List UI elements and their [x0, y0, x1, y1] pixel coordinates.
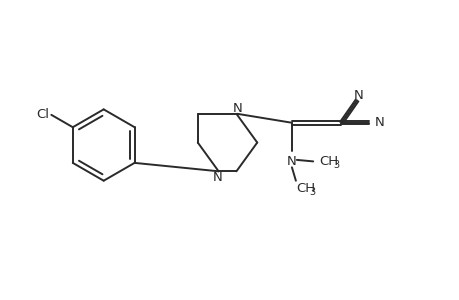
Text: N: N: [232, 102, 242, 115]
Text: 3: 3: [309, 187, 315, 196]
Text: CH: CH: [295, 182, 314, 195]
Text: N: N: [212, 171, 222, 184]
Text: Cl: Cl: [36, 108, 49, 121]
Text: 3: 3: [333, 160, 339, 170]
Text: N: N: [374, 116, 384, 129]
Text: N: N: [286, 155, 296, 168]
Text: CH: CH: [319, 155, 337, 168]
Text: N: N: [353, 89, 363, 102]
